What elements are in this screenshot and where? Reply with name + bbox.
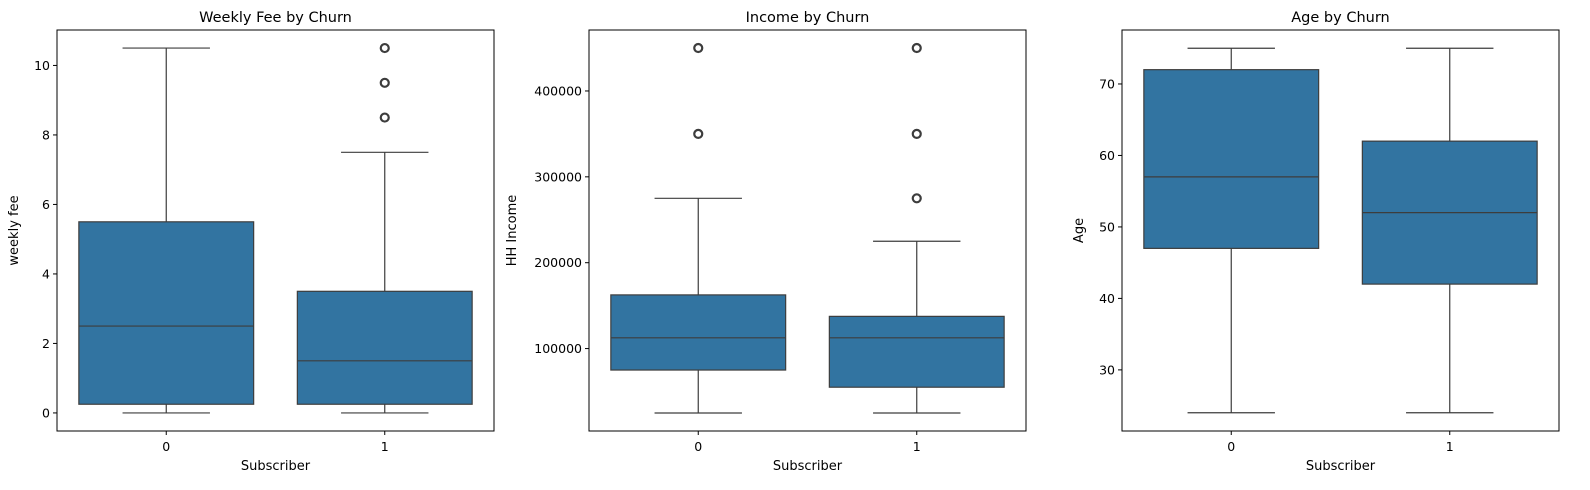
x-tick-label: 0 xyxy=(162,439,170,454)
iqr-box xyxy=(1143,69,1320,249)
axes-frame xyxy=(1121,29,1560,432)
iqr-box xyxy=(78,221,255,405)
y-tick-label: 10 xyxy=(34,58,50,73)
chart-panel: 0 2 4 6 8 10 0 1 Weekly Fee by Churn Subscriber we… xyxy=(7,10,495,474)
y-tick-label: 4 xyxy=(42,266,50,281)
outlier-point xyxy=(693,128,704,139)
x-tick-label: 1 xyxy=(913,439,921,454)
iqr-box xyxy=(296,290,473,405)
outlier-point xyxy=(911,193,922,204)
box-group xyxy=(1361,47,1538,414)
chart-title: Weekly Fee by Churn xyxy=(199,10,352,26)
axes-frame xyxy=(56,29,495,432)
y-tick-label: 50 xyxy=(1099,219,1115,234)
iqr-box xyxy=(610,294,787,371)
y-tick-label: 2 xyxy=(42,336,50,351)
y-tick-label: 6 xyxy=(42,197,50,212)
chart-panel: 30 40 50 60 70 0 1 Age by Churn Subscriber Age xyxy=(1072,10,1560,474)
y-axis-label: HH Income xyxy=(505,195,520,267)
outlier-point xyxy=(379,77,390,88)
y-tick-label: 0 xyxy=(42,405,50,420)
y-tick-label: 8 xyxy=(42,127,50,142)
y-axis-label: Age xyxy=(1072,218,1087,243)
iqr-box xyxy=(828,315,1005,388)
box-group xyxy=(296,42,473,414)
y-axis-label: weekly fee xyxy=(7,195,22,265)
y-tick-label: 300000 xyxy=(534,169,582,184)
x-axis-label: Subscriber xyxy=(1306,459,1376,474)
box-group xyxy=(610,42,787,414)
y-tick-label: 60 xyxy=(1099,148,1115,163)
y-tick-label: 40 xyxy=(1099,291,1115,306)
outlier-point xyxy=(911,128,922,139)
x-tick-label: 0 xyxy=(1227,439,1235,454)
y-tick-label: 30 xyxy=(1099,362,1115,377)
y-tick-label: 200000 xyxy=(534,255,582,270)
box-group xyxy=(78,47,255,414)
axes-frame xyxy=(588,29,1027,432)
chart-panel: 100000 200000 300000 400000 0 1 Income by Chur… xyxy=(505,10,1027,474)
x-axis-label: Subscriber xyxy=(773,459,843,474)
outlier-point xyxy=(379,112,390,123)
x-tick-label: 0 xyxy=(694,439,702,454)
y-tick-label: 70 xyxy=(1099,76,1115,91)
y-tick-label: 400000 xyxy=(534,83,582,98)
chart-title: Age by Churn xyxy=(1291,10,1389,26)
outlier-point xyxy=(693,42,704,54)
x-axis-label: Subscriber xyxy=(241,459,311,474)
outlier-point xyxy=(911,42,922,54)
outlier-point xyxy=(379,42,390,54)
box-group xyxy=(828,42,1005,414)
x-tick-label: 1 xyxy=(1446,439,1454,454)
x-tick-label: 1 xyxy=(381,439,389,454)
box-group xyxy=(1143,47,1320,414)
y-tick-label: 100000 xyxy=(534,341,582,356)
chart-title: Income by Churn xyxy=(746,10,870,26)
